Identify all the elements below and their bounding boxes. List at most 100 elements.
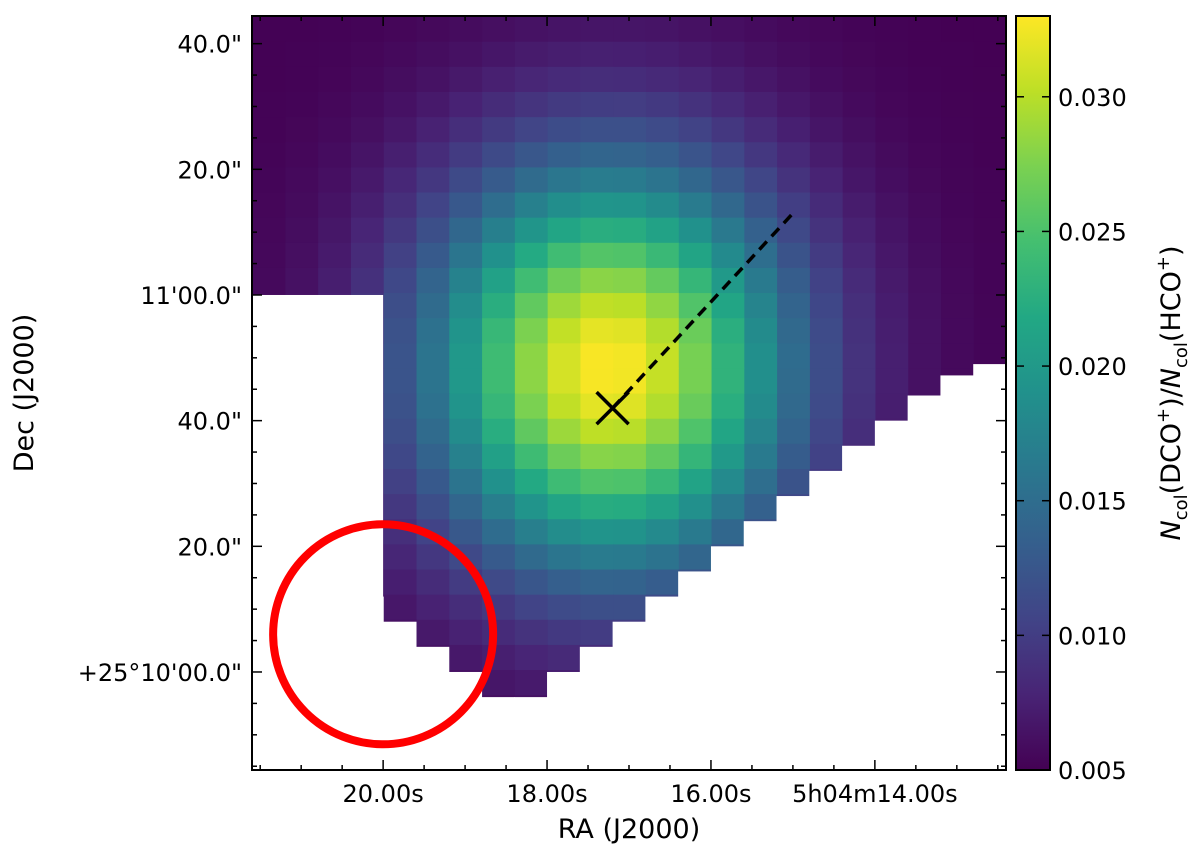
blank-region (809, 470, 843, 770)
heatmap-cell (514, 619, 548, 645)
heatmap-cell (842, 191, 876, 218)
heatmap-cell (547, 91, 581, 118)
heatmap-cell (710, 367, 745, 394)
heatmap-cell (448, 518, 483, 545)
heatmap-cell (874, 242, 909, 268)
heatmap-cell (579, 518, 614, 545)
x-axis-label: RA (J2000) (558, 814, 700, 845)
heatmap-cell (776, 267, 810, 294)
heatmap-cell (383, 66, 417, 92)
heatmap-cell (973, 191, 1006, 218)
heatmap-cell (776, 443, 810, 469)
heatmap-cell (383, 116, 417, 143)
heatmap-cell (481, 468, 515, 495)
heatmap-cell (645, 41, 679, 67)
heatmap-cell (547, 393, 581, 419)
heatmap-cell (645, 116, 679, 143)
heatmap-cell (514, 418, 548, 444)
heatmap-cell (481, 443, 515, 469)
heatmap-cell (743, 292, 778, 319)
heatmap-cell (874, 267, 909, 294)
heatmap-cell (809, 16, 843, 42)
heatmap-cell (842, 317, 876, 344)
blank-region (940, 375, 974, 770)
heatmap-cell (645, 66, 679, 92)
blank-region (252, 294, 1006, 770)
heatmap-cell (809, 367, 843, 394)
heatmap-cell (448, 393, 483, 419)
heatmap-cell (874, 91, 909, 118)
x-tick-label: 16.00s (670, 780, 751, 808)
heatmap-cell (809, 217, 843, 243)
blank-region (973, 364, 1006, 770)
heatmap-cell (678, 317, 712, 344)
heatmap-cell (547, 568, 581, 595)
heatmap-cell (448, 342, 483, 369)
heatmap-cell (645, 141, 679, 168)
heatmap-cell (350, 191, 384, 218)
heatmap-cell (514, 543, 548, 570)
heatmap-cell (481, 166, 515, 193)
heatmap-cell (514, 116, 548, 143)
heatmap-cell (317, 91, 351, 118)
heatmap-cell (415, 267, 450, 294)
heatmap-cell (743, 317, 778, 344)
heatmap-cell (481, 66, 515, 92)
heatmap-cell (415, 493, 450, 520)
heatmap-cell (547, 367, 581, 394)
y-tick-label: 20.0" (178, 533, 242, 561)
heatmap-cell (809, 191, 843, 218)
heatmap-cell (678, 443, 712, 469)
heatmap-cell (448, 418, 483, 444)
y-tick-label: 11'00.0" (140, 282, 242, 310)
heatmap-cell (907, 217, 942, 243)
heatmap-cell (842, 91, 876, 118)
heatmap-cell (514, 342, 548, 369)
heatmap-cell (809, 292, 843, 319)
colorbar-tick-label: 0.005 (1058, 757, 1127, 785)
heatmap-cell (415, 116, 450, 143)
heatmap-cell (415, 41, 450, 67)
heatmap-cell (415, 393, 450, 419)
heatmap-cell (743, 443, 778, 469)
heatmap-cell (547, 418, 581, 444)
heatmap-cell (809, 418, 843, 444)
heatmap-cell (514, 518, 548, 545)
heatmap-cell (776, 317, 810, 344)
heatmap-cell (842, 141, 876, 168)
heatmap-cell (514, 468, 548, 495)
y-tick-label: +25°10'00.0" (78, 659, 242, 687)
blank-region (415, 646, 450, 770)
heatmap-cell (645, 217, 679, 243)
heatmap-cell (645, 16, 679, 42)
heatmap-cell (514, 66, 548, 92)
y-tick-label: 40.0" (178, 31, 242, 59)
heatmap-cell (907, 91, 942, 118)
heatmap-cell (678, 41, 712, 67)
heatmap-cell (612, 292, 646, 319)
colorbar-label: Ncol(DCO+)/Ncol(HCO+) (1153, 245, 1192, 540)
heatmap-cell (579, 66, 614, 92)
heatmap-cell (710, 166, 745, 193)
heatmap-cell (481, 267, 515, 294)
heatmap-cell (612, 543, 646, 570)
blank-region (743, 521, 778, 770)
heatmap-cell (710, 217, 745, 243)
heatmap-cell (612, 217, 646, 243)
heatmap-cell (678, 166, 712, 193)
heatmap-cell (481, 116, 515, 143)
heatmap-cell (383, 41, 417, 67)
heatmap-cell (842, 292, 876, 319)
heatmap-cell (710, 393, 745, 419)
y-tick-label: 40.0" (178, 408, 242, 436)
heatmap-cell (383, 91, 417, 118)
heatmap-cell (481, 41, 515, 67)
heatmap-cell (579, 443, 614, 469)
heatmap-cell (940, 41, 974, 67)
heatmap-cell (743, 367, 778, 394)
heatmap-cell (743, 66, 778, 92)
heatmap-cell (284, 191, 319, 218)
heatmap-cell (973, 166, 1006, 193)
heatmap-cell (874, 66, 909, 92)
heatmap-cell (448, 644, 483, 671)
